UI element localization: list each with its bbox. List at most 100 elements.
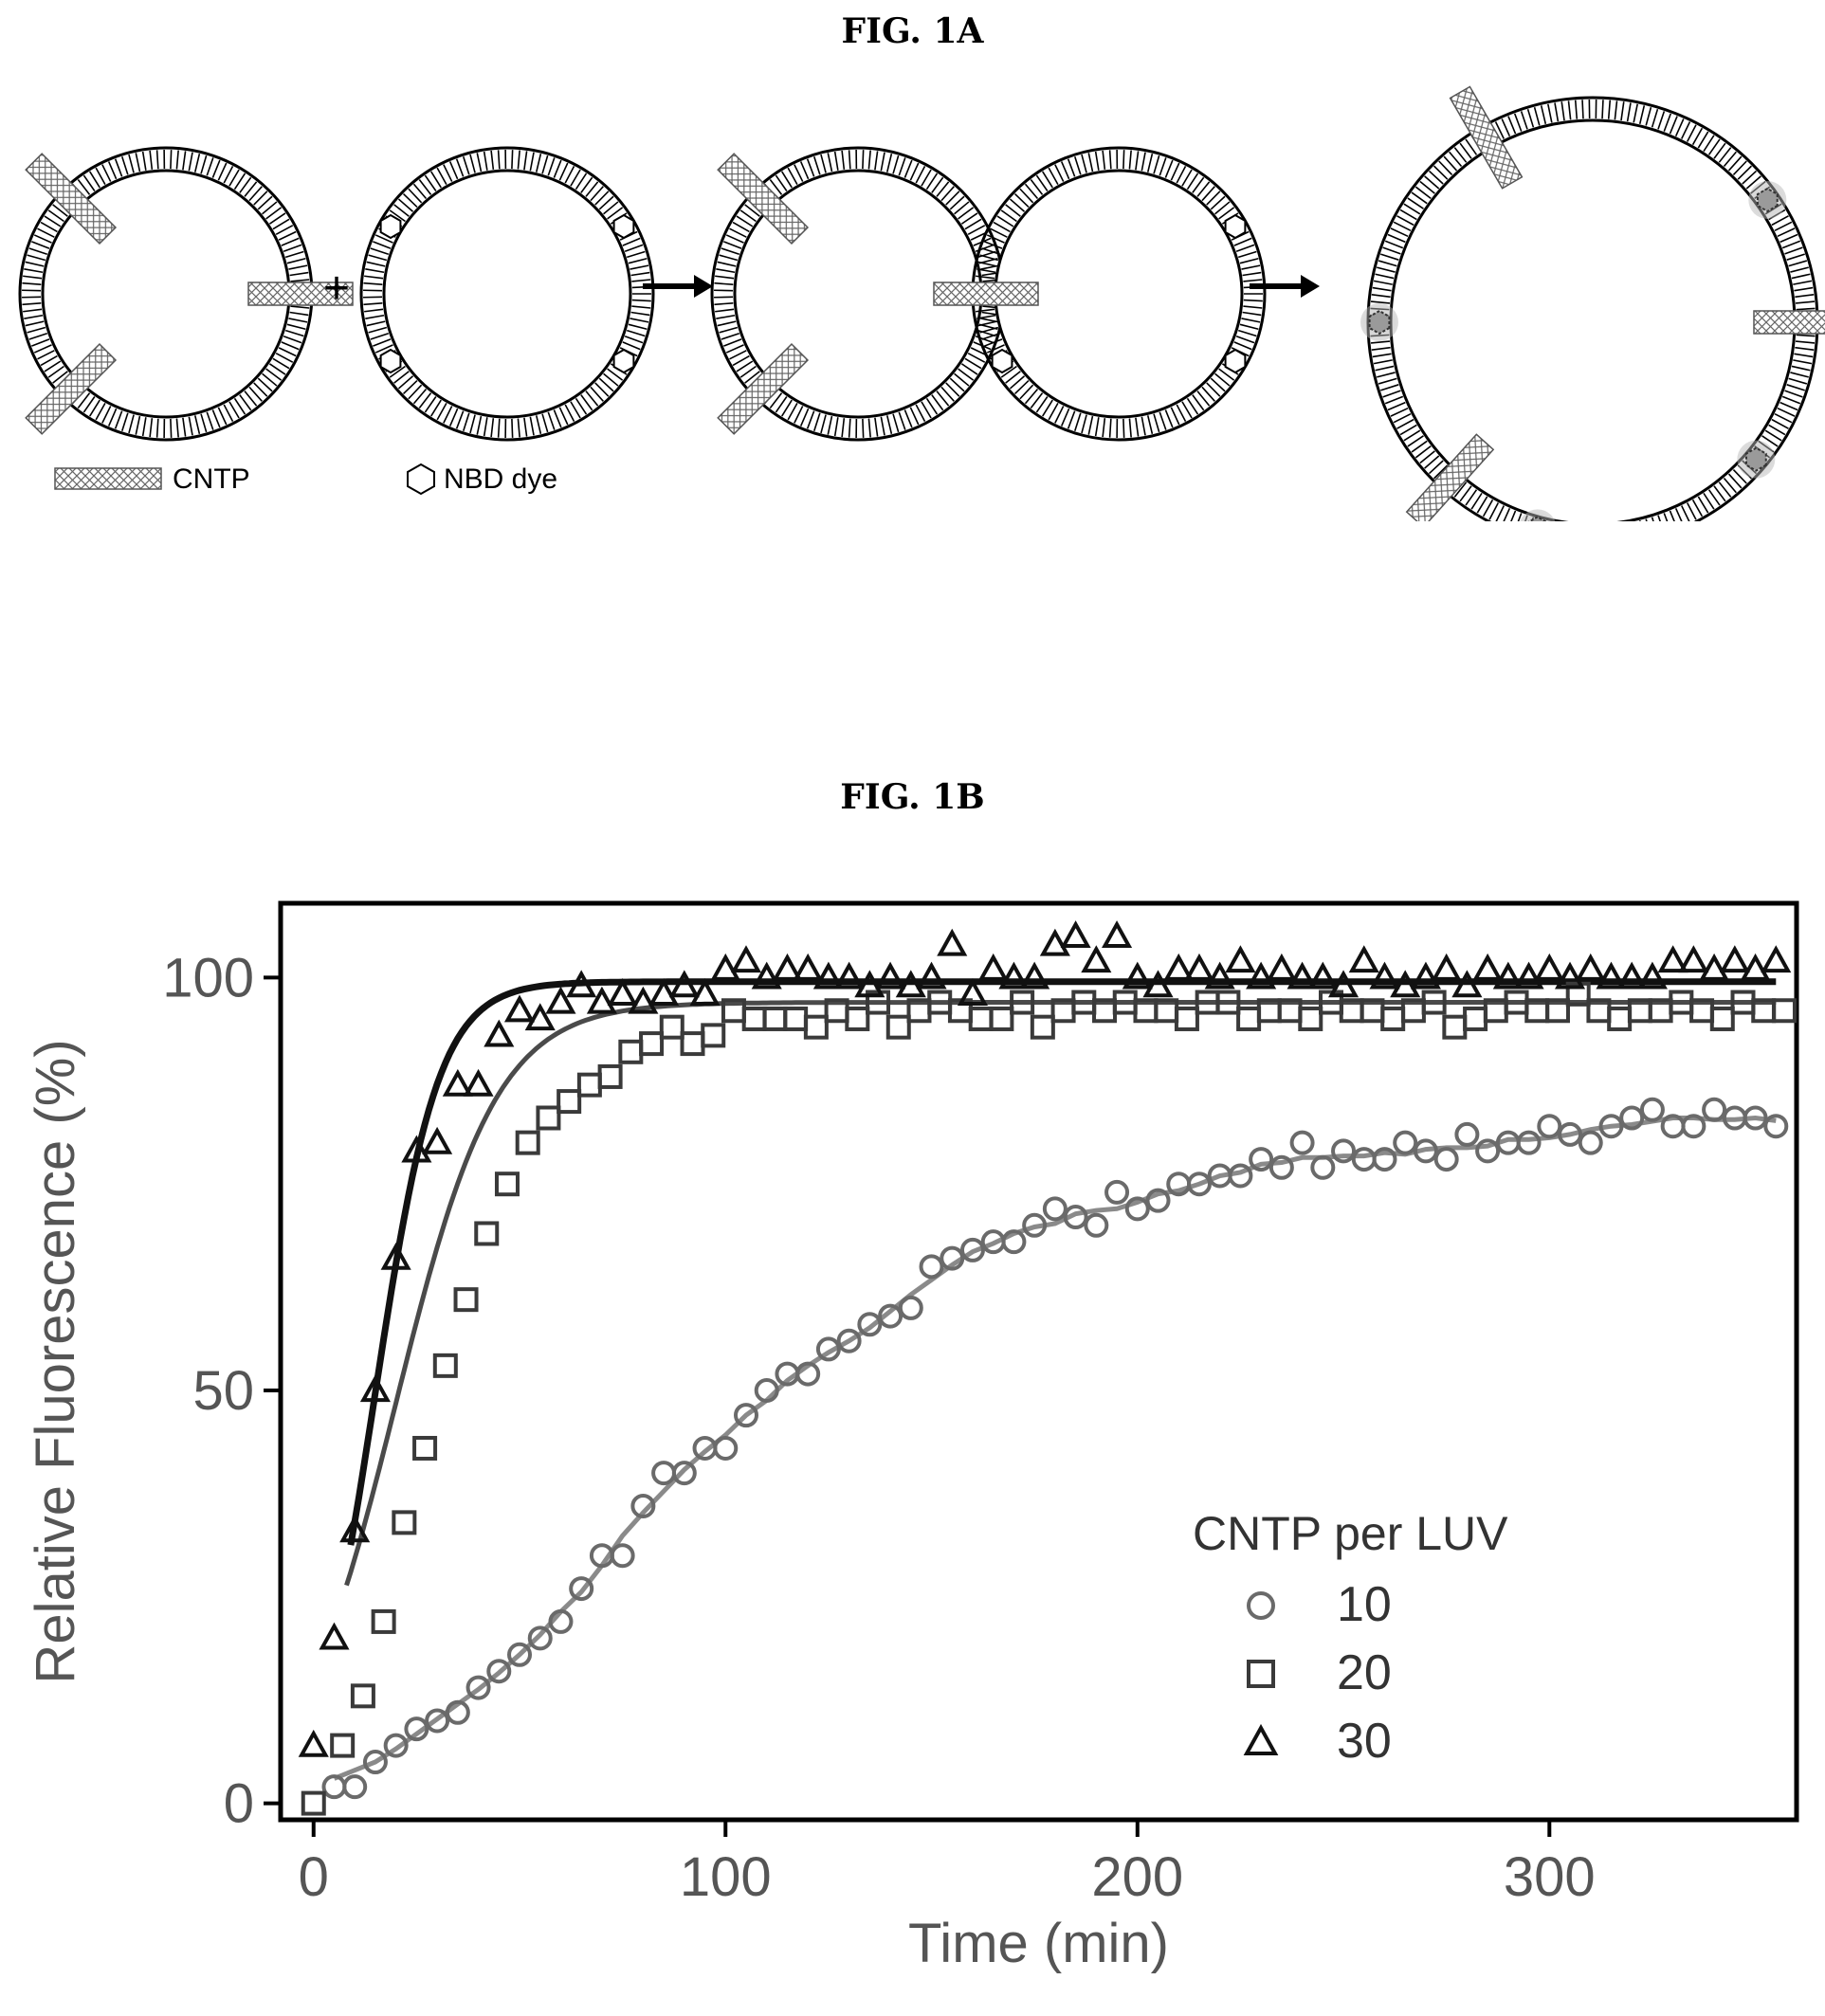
- data-point-circle: [878, 1303, 903, 1329]
- data-point-triangle: [1575, 953, 1606, 981]
- data-point-circle: [1763, 1114, 1789, 1139]
- data-point-circle: [671, 1461, 697, 1486]
- data-point-square: [680, 1031, 705, 1057]
- data-point-circle: [1743, 1105, 1768, 1131]
- data-point-square: [803, 1014, 829, 1040]
- data-point-triangle: [1616, 961, 1648, 990]
- data-point-circle: [940, 1245, 965, 1271]
- data-point-circle: [1372, 1147, 1397, 1172]
- y-axis-label: Relative Fluorescence (%): [25, 1039, 86, 1683]
- data-point-circle: [569, 1576, 594, 1602]
- data-point-triangle: [1431, 953, 1462, 981]
- x-tick-label: 100: [680, 1846, 772, 1908]
- data-point-circle: [1413, 1138, 1438, 1164]
- data-point-triangle: [772, 953, 803, 981]
- data-point-circle: [1558, 1121, 1583, 1147]
- data-point-triangle: [668, 970, 700, 998]
- data-point-triangle: [1761, 945, 1792, 973]
- data-point-circle: [1351, 1147, 1377, 1172]
- fit-line-series-30: [347, 978, 1777, 1546]
- data-point-circle: [1268, 1154, 1294, 1180]
- data-point-circle: [383, 1733, 409, 1758]
- data-point-square: [989, 1006, 1014, 1031]
- nbd-dye-icon: [407, 463, 435, 496]
- data-point-triangle: [380, 1242, 411, 1270]
- data-point-triangle: [1410, 961, 1441, 990]
- data-point-square: [845, 1006, 870, 1031]
- data-point-triangle: [1390, 970, 1421, 998]
- data-point-triangle: [484, 1019, 515, 1047]
- data-point-circle: [733, 1403, 758, 1428]
- x-axis-label: Time (min): [908, 1913, 1169, 1974]
- data-point-triangle: [1534, 953, 1565, 981]
- data-point-square: [639, 1031, 665, 1057]
- figure-b-label: FIG. 1B: [840, 777, 985, 817]
- data-point-triangle: [463, 1068, 494, 1097]
- data-point-triangle: [812, 961, 844, 990]
- data-point-circle: [857, 1312, 883, 1337]
- data-point-square: [330, 1733, 356, 1758]
- data-point-triangle: [1142, 970, 1174, 998]
- data-point-triangle: [628, 986, 659, 1014]
- fit-line-series-10: [333, 1115, 1777, 1781]
- data-point-triangle: [545, 986, 576, 1014]
- data-point-circle: [1186, 1171, 1212, 1197]
- legend-title: CNTP per LUV: [1193, 1507, 1508, 1560]
- legend-label: 20: [1337, 1645, 1392, 1700]
- cntp-icon: [717, 342, 810, 435]
- data-point-square: [453, 1287, 479, 1313]
- data-point-triangle: [422, 1126, 453, 1154]
- data-point-triangle: [1019, 961, 1050, 990]
- data-point-circle: [1331, 1138, 1357, 1164]
- data-point-circle: [898, 1295, 923, 1320]
- glowing-dye-icon: [1520, 509, 1556, 521]
- data-point-circle: [404, 1716, 429, 1742]
- data-point-square: [783, 1006, 809, 1031]
- fused-vesicle-left: [710, 146, 1006, 442]
- data-point-square: [494, 1171, 520, 1197]
- data-point-circle: [1022, 1212, 1048, 1238]
- legend-label: 10: [1337, 1577, 1392, 1632]
- data-point-square: [412, 1435, 438, 1461]
- data-point-triangle: [1246, 961, 1277, 990]
- data-point-triangle: [1636, 961, 1668, 990]
- data-point-triangle: [1060, 920, 1091, 948]
- data-point-triangle: [1740, 953, 1771, 981]
- data-point-square: [1236, 1006, 1262, 1031]
- data-point-square: [432, 1353, 458, 1378]
- data-point-triangle: [1287, 961, 1318, 990]
- data-point-circle: [1104, 1179, 1130, 1205]
- legend-cntp: CNTP: [54, 463, 250, 495]
- data-point-square: [301, 1790, 326, 1816]
- fused-vesicle-right: [971, 146, 1267, 442]
- series-20: [301, 981, 1797, 1816]
- nbd-dye-icon: [991, 348, 1013, 374]
- data-point-triangle: [916, 961, 947, 990]
- data-point-circle: [507, 1642, 533, 1667]
- data-point-triangle: [1554, 961, 1586, 990]
- data-point-circle: [321, 1774, 347, 1800]
- data-point-triangle: [566, 970, 597, 998]
- data-point-triangle: [730, 945, 762, 973]
- data-point-square: [1463, 1006, 1488, 1031]
- data-point-circle: [919, 1254, 944, 1280]
- data-point-square: [885, 1014, 911, 1040]
- data-point-triangle: [339, 1515, 371, 1543]
- data-point-square: [1010, 990, 1035, 1015]
- data-point-triangle: [977, 953, 1009, 981]
- data-point-circle: [1084, 1212, 1109, 1238]
- data-point-square: [474, 1221, 500, 1246]
- data-point-circle: [795, 1361, 821, 1387]
- data-point-triangle: [937, 928, 968, 956]
- data-point-circle: [1537, 1114, 1562, 1139]
- data-point-triangle: [793, 953, 824, 981]
- data-point-triangle: [524, 1003, 556, 1031]
- data-point-triangle: [1183, 953, 1215, 981]
- data-point-triangle: [607, 978, 638, 1006]
- data-point-square: [557, 1089, 582, 1115]
- nbd-dye-icon: [612, 348, 635, 374]
- data-point-triangle: [1699, 953, 1730, 981]
- data-point-circle: [1063, 1205, 1088, 1230]
- data-point-triangle: [586, 986, 617, 1014]
- y-tick-label: 0: [224, 1773, 254, 1835]
